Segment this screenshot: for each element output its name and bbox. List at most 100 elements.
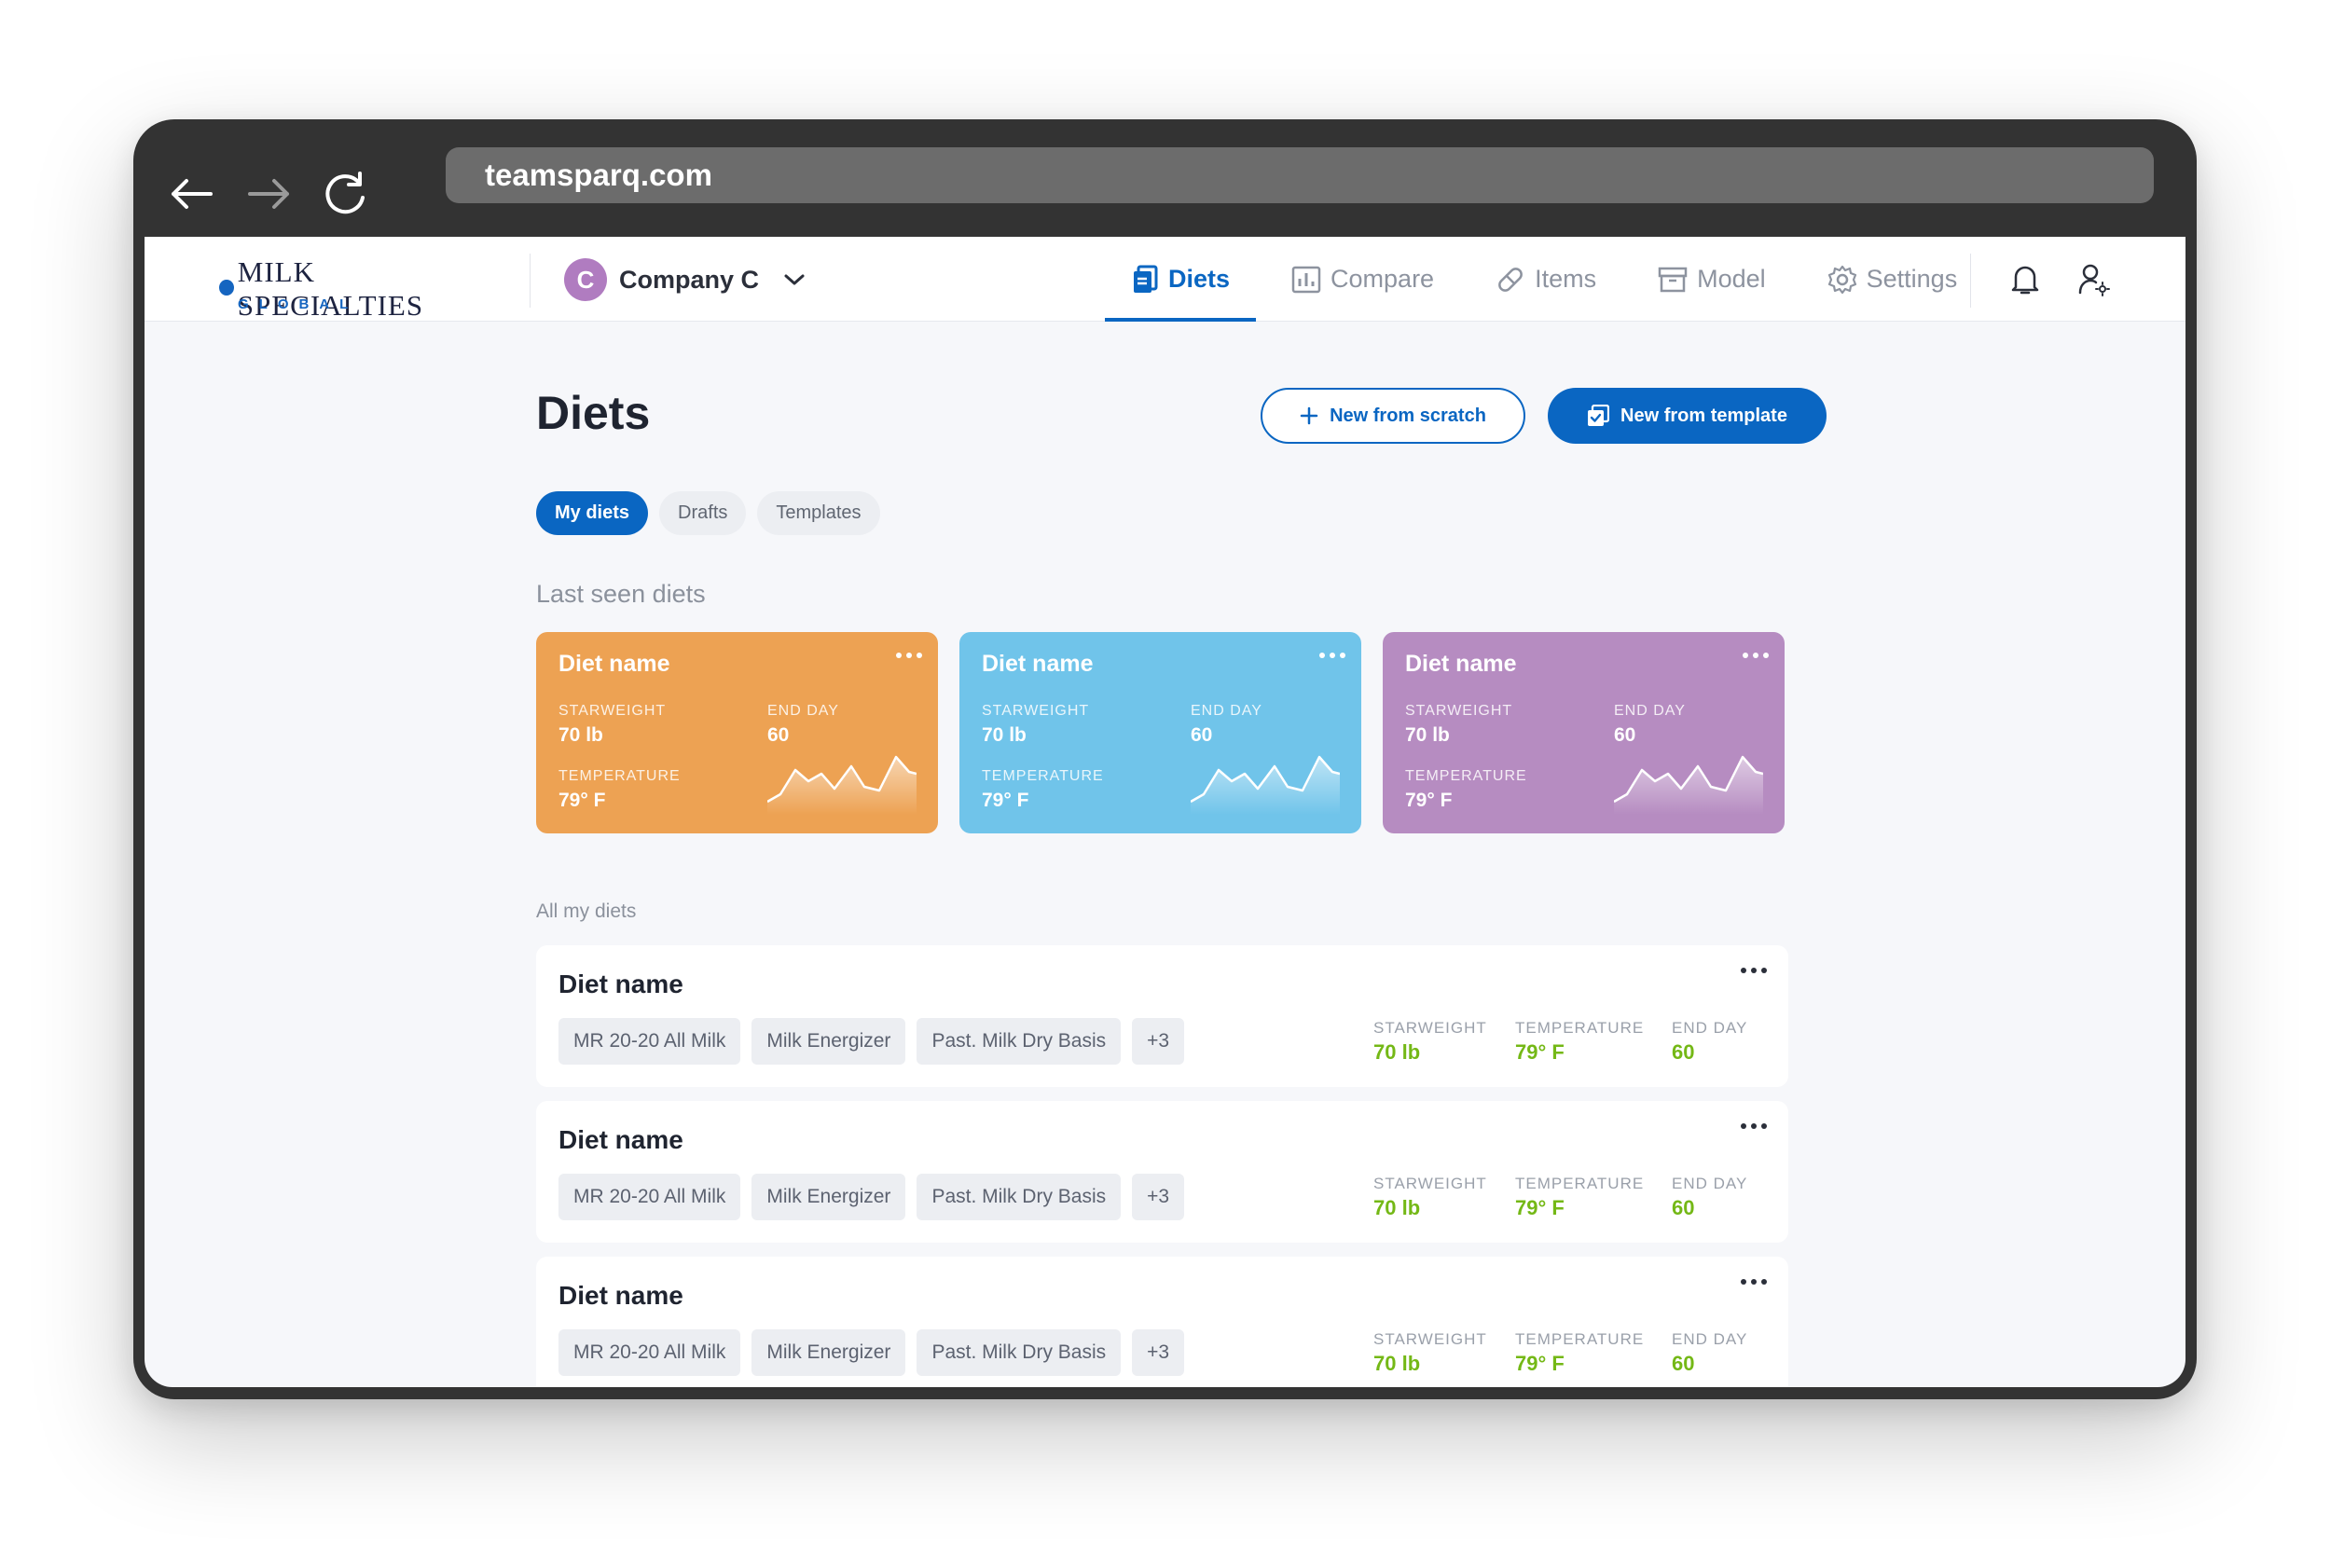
sparkline-chart xyxy=(1191,755,1340,815)
more-ingredients-chip[interactable]: +3 xyxy=(1132,1018,1185,1065)
diet-row-title: Diet name xyxy=(558,1281,683,1310)
starweight-value: 70 lb xyxy=(1373,1352,1421,1375)
tab-templates[interactable]: Templates xyxy=(757,491,880,535)
starweight-value: 70 lb xyxy=(1373,1040,1421,1064)
more-button[interactable] xyxy=(1740,1273,1768,1290)
diet-row[interactable]: Diet name MR 20-20 All Milk Milk Energiz… xyxy=(536,1101,1788,1243)
button-label: New from template xyxy=(1620,405,1787,426)
ingredient-chip[interactable]: Milk Energizer xyxy=(751,1329,906,1376)
more-button[interactable] xyxy=(1740,1118,1768,1135)
diet-row[interactable]: Diet name MR 20-20 All Milk Milk Energiz… xyxy=(536,945,1788,1087)
more-button[interactable] xyxy=(1740,962,1768,979)
button-label: New from scratch xyxy=(1330,405,1486,426)
company-selector[interactable]: C Company C xyxy=(564,257,806,302)
ingredient-chip[interactable]: Past. Milk Dry Basis xyxy=(917,1174,1122,1220)
end-day-label: END DAY xyxy=(1672,1175,1748,1192)
company-avatar: C xyxy=(564,258,607,301)
new-from-template-button[interactable]: New from template xyxy=(1548,388,1827,444)
tab-drafts[interactable]: Drafts xyxy=(659,491,747,535)
starweight-value: 70 lb xyxy=(1373,1196,1421,1219)
header-divider xyxy=(530,254,531,308)
end-day-label: END DAY xyxy=(767,703,839,719)
ingredient-chip[interactable]: MR 20-20 All Milk xyxy=(558,1329,741,1376)
more-button[interactable] xyxy=(895,647,923,664)
archive-icon xyxy=(1658,267,1688,292)
app-viewport: MILK SPECIALTIES GLOBAL C Company C Diet… xyxy=(145,237,2185,1387)
user-settings-button[interactable] xyxy=(2075,261,2113,298)
end-day-label: END DAY xyxy=(1672,1019,1748,1037)
more-button[interactable] xyxy=(1318,647,1346,664)
starweight-label: STARWEIGHT xyxy=(558,703,667,719)
nav-label: Diets xyxy=(1168,265,1231,293)
end-day-label: END DAY xyxy=(1191,703,1262,719)
ingredient-chips: MR 20-20 All Milk Milk Energizer Past. M… xyxy=(558,1018,1195,1065)
last-seen-title: Last seen diets xyxy=(536,580,706,608)
temperature-label: TEMPERATURE xyxy=(1515,1175,1645,1192)
back-button[interactable] xyxy=(163,166,219,222)
end-day-value: 60 xyxy=(1191,724,1213,746)
nav-settings[interactable]: Settings xyxy=(1801,237,1984,322)
new-from-scratch-button[interactable]: New from scratch xyxy=(1261,388,1525,444)
chevron-down-icon xyxy=(784,274,805,285)
more-button[interactable] xyxy=(1742,647,1770,664)
address-bar[interactable]: teamsparq.com xyxy=(446,147,2154,203)
sparkline-chart xyxy=(767,755,917,815)
ingredient-chip[interactable]: MR 20-20 All Milk xyxy=(558,1018,741,1065)
diet-row[interactable]: Diet name MR 20-20 All Milk Milk Energiz… xyxy=(536,1257,1788,1387)
temperature-label: TEMPERATURE xyxy=(1515,1330,1645,1348)
notifications-button[interactable] xyxy=(2006,261,2044,298)
end-day-value: 60 xyxy=(1672,1352,1695,1375)
nav-compare[interactable]: Compare xyxy=(1265,237,1460,322)
temperature-value: 79° F xyxy=(1515,1196,1565,1219)
nav-label: Model xyxy=(1697,265,1766,293)
starweight-label: STARWEIGHT xyxy=(1373,1019,1487,1037)
ingredient-chip[interactable]: Past. Milk Dry Basis xyxy=(917,1329,1122,1376)
more-ingredients-chip[interactable]: +3 xyxy=(1132,1329,1185,1376)
page-title: Diets xyxy=(536,387,651,439)
diet-card-title: Diet name xyxy=(558,651,670,677)
nav-items[interactable]: Items xyxy=(1469,237,1622,322)
template-icon xyxy=(1588,405,1610,426)
diet-card[interactable]: Diet name STARWEIGHT 70 lb END DAY 60 TE… xyxy=(1383,632,1785,833)
starweight-value: 70 lb xyxy=(558,724,603,746)
nav-model[interactable]: Model xyxy=(1632,237,1792,322)
more-horizontal-icon xyxy=(1741,1279,1767,1285)
starweight-label: STARWEIGHT xyxy=(1373,1330,1487,1348)
end-day-value: 60 xyxy=(1672,1196,1695,1219)
temperature-value: 79° F xyxy=(1515,1352,1565,1375)
ingredient-chip[interactable]: Past. Milk Dry Basis xyxy=(917,1018,1122,1065)
diet-card[interactable]: Diet name STARWEIGHT 70 lb END DAY 60 TE… xyxy=(959,632,1361,833)
diet-card-title: Diet name xyxy=(1405,651,1517,677)
logo-main-text: MILK SPECIALTIES xyxy=(237,255,424,322)
diet-card[interactable]: Diet name STARWEIGHT 70 lb END DAY 60 TE… xyxy=(536,632,938,833)
more-horizontal-icon xyxy=(1743,653,1769,658)
starweight-label: STARWEIGHT xyxy=(1373,1175,1487,1192)
nav-label: Settings xyxy=(1866,265,1958,293)
end-day-value: 60 xyxy=(1672,1040,1695,1064)
nav-diets[interactable]: Diets xyxy=(1105,237,1257,322)
ingredient-chip[interactable]: Milk Energizer xyxy=(751,1174,906,1220)
app-header: MILK SPECIALTIES GLOBAL C Company C Diet… xyxy=(145,237,2185,322)
header-divider xyxy=(1970,254,1971,308)
tab-my-diets[interactable]: My diets xyxy=(536,491,649,535)
more-ingredients-chip[interactable]: +3 xyxy=(1132,1174,1185,1220)
more-horizontal-icon xyxy=(1741,968,1767,973)
diet-row-title: Diet name xyxy=(558,1125,683,1154)
temperature-value: 79° F xyxy=(982,790,1029,811)
milk-specialties-logo[interactable]: MILK SPECIALTIES GLOBAL xyxy=(219,255,489,322)
diets-icon xyxy=(1134,265,1158,293)
logo-sub-text: GLOBAL xyxy=(238,296,359,312)
bar-chart-icon xyxy=(1291,266,1321,293)
reload-button[interactable] xyxy=(318,166,374,222)
bell-icon xyxy=(2011,266,2039,295)
temperature-value: 79° F xyxy=(558,790,606,811)
starweight-label: STARWEIGHT xyxy=(1405,703,1513,719)
sparkline-chart xyxy=(1614,755,1763,815)
ingredient-chip[interactable]: MR 20-20 All Milk xyxy=(558,1174,741,1220)
more-horizontal-icon xyxy=(896,653,922,658)
all-diets-title: All my diets xyxy=(536,901,637,922)
nav-label: Compare xyxy=(1331,265,1435,293)
user-settings-icon xyxy=(2078,264,2110,296)
forward-button[interactable] xyxy=(241,166,297,222)
ingredient-chip[interactable]: Milk Energizer xyxy=(751,1018,906,1065)
